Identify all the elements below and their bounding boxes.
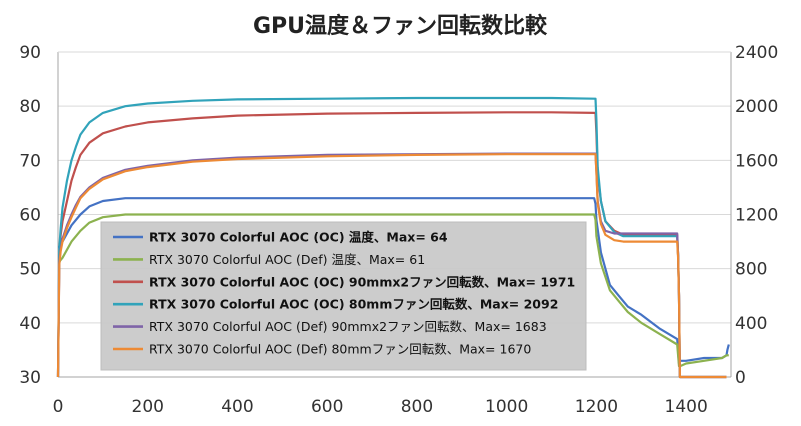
x-tick-label: 400 xyxy=(221,397,253,417)
y2-tick-label: 2000 xyxy=(735,97,778,117)
legend-entry: RTX 3070 Colorful AOC (OC) 90mmx2ファン回転数、… xyxy=(149,274,575,289)
legend-entry: RTX 3070 Colorful AOC (Def) 90mmx2ファン回転数… xyxy=(149,319,547,334)
legend-box xyxy=(100,221,587,371)
y-tick-label: 90 xyxy=(19,43,41,63)
x-tick-label: 200 xyxy=(132,397,164,417)
x-tick-label: 0 xyxy=(53,397,64,417)
y2-tick-label: 800 xyxy=(735,260,767,280)
series-line-1 xyxy=(57,197,730,365)
series-line-6 xyxy=(56,153,727,379)
series-lines xyxy=(56,96,730,379)
legend-entry: RTX 3070 Colorful AOC (OC) 温度、Max= 64 xyxy=(149,230,448,245)
x-tick-label: 800 xyxy=(401,397,433,417)
legend-entry: RTX 3070 Colorful AOC (OC) 80mmファン回転数、Ma… xyxy=(149,297,558,312)
y2-tick-label: 1200 xyxy=(735,206,778,226)
y-tick-label: 50 xyxy=(19,260,41,280)
legend-entry: RTX 3070 Colorful AOC (Def) 温度、Max= 61 xyxy=(149,252,425,267)
y2-tick-label: 400 xyxy=(735,314,767,334)
x-tick-label: 1200 xyxy=(575,397,618,417)
y-tick-label: 30 xyxy=(19,368,41,388)
series-line-2 xyxy=(57,213,729,368)
y-tick-label: 60 xyxy=(19,206,41,226)
legend: RTX 3070 Colorful AOC (OC) 温度、Max= 64 RTX… xyxy=(100,221,587,371)
y-tick-label: 80 xyxy=(19,97,41,117)
chart-title: GPU温度＆ファン回転数比較 xyxy=(253,13,548,39)
y2-tick-label: 0 xyxy=(735,368,746,388)
tick-labels: 0 200 400 600 800 1000 1200 1400 30 40 50 60 70 80 90 0… xyxy=(19,43,778,417)
y-tick-label: 70 xyxy=(19,151,41,171)
x-tick-label: 600 xyxy=(311,397,343,417)
legend-entry: RTX 3070 Colorful AOC (Def) 80mmファン回転数、M… xyxy=(149,342,531,357)
y-tick-label: 40 xyxy=(19,314,41,334)
y2-tick-label: 2400 xyxy=(735,43,778,63)
x-tick-label: 1400 xyxy=(665,397,708,417)
y2-tick-label: 1600 xyxy=(735,151,778,171)
x-tick-label: 1000 xyxy=(485,397,528,417)
